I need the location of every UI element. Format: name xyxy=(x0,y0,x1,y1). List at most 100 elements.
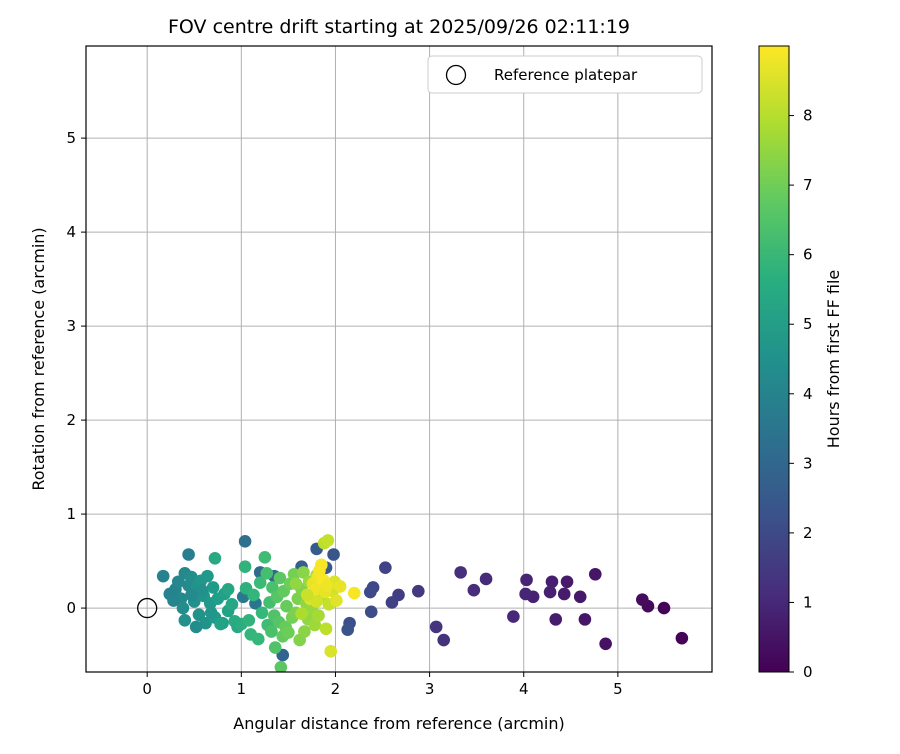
colorbar-tick-label: 2 xyxy=(803,524,813,542)
legend-marker-icon xyxy=(445,64,467,86)
data-point xyxy=(319,622,333,636)
colorbar-label: Hours from first FF file xyxy=(824,270,843,449)
data-point xyxy=(255,606,269,620)
x-tick-label: 5 xyxy=(613,680,623,698)
colorbar-tick-label: 8 xyxy=(803,107,813,125)
data-point xyxy=(214,617,227,631)
colorbar-tick-label: 1 xyxy=(803,593,813,611)
y-tick-label: 0 xyxy=(66,599,76,617)
colorbar-tick-label: 6 xyxy=(803,246,813,264)
data-point xyxy=(167,594,180,607)
data-point xyxy=(327,548,340,561)
data-point xyxy=(251,632,265,646)
data-point xyxy=(411,584,425,598)
data-point xyxy=(324,645,338,658)
data-point xyxy=(479,572,493,586)
data-point xyxy=(176,601,190,615)
data-point xyxy=(260,567,274,580)
data-point xyxy=(315,558,328,572)
data-point xyxy=(363,585,377,599)
colorbar-tick-label: 3 xyxy=(803,454,813,472)
x-tick-label: 0 xyxy=(142,680,152,698)
legend-label: Reference platepar xyxy=(494,66,638,84)
data-point xyxy=(273,571,287,585)
grid xyxy=(86,46,712,672)
reference-marker-group xyxy=(137,597,158,619)
colorbar-gradient xyxy=(758,45,790,673)
data-point xyxy=(206,581,220,594)
data-point xyxy=(507,610,520,623)
x-tick-label: 3 xyxy=(425,680,435,698)
data-point xyxy=(573,590,587,604)
data-point xyxy=(364,605,378,619)
x-tick-label: 1 xyxy=(237,680,247,698)
data-point xyxy=(289,577,303,590)
data-point xyxy=(379,561,392,574)
chart-title: FOV centre drift starting at 2025/09/26 … xyxy=(168,16,630,38)
data-point xyxy=(208,551,222,565)
plot-frame xyxy=(85,45,713,673)
data-point xyxy=(520,573,533,587)
data-point xyxy=(171,575,185,589)
data-points xyxy=(156,534,689,672)
colorbar-ticks: 0 1 2 3 4 5 6 7 8 xyxy=(789,107,813,681)
data-point xyxy=(429,620,443,634)
data-point xyxy=(282,626,295,639)
data-point xyxy=(657,601,671,615)
data-point xyxy=(297,566,310,579)
data-point xyxy=(238,560,252,574)
data-point xyxy=(192,608,206,621)
colorbar: 0 1 2 3 4 5 6 7 8 Hours from first FF file xyxy=(758,45,843,681)
data-point xyxy=(266,581,279,594)
data-point xyxy=(258,551,272,564)
data-point xyxy=(247,588,260,602)
data-point xyxy=(385,596,399,609)
legend: Reference platepar xyxy=(427,55,703,94)
colorbar-tick-label: 7 xyxy=(803,176,813,194)
data-point xyxy=(437,633,451,647)
x-axis-ticks: 0 1 2 3 4 5 xyxy=(142,672,623,698)
data-point xyxy=(333,580,347,593)
data-point xyxy=(287,567,301,581)
y-tick-label: 1 xyxy=(66,505,76,523)
data-point xyxy=(636,593,649,606)
data-point xyxy=(274,661,288,672)
data-point xyxy=(454,566,467,579)
data-point xyxy=(221,582,235,596)
data-point xyxy=(675,631,689,645)
x-tick-label: 2 xyxy=(331,680,341,698)
y-axis-ticks: 0 1 2 3 4 5 xyxy=(66,129,86,617)
data-point xyxy=(467,583,481,597)
data-point xyxy=(519,587,532,601)
y-tick-label: 2 xyxy=(66,411,76,429)
colorbar-tick-label: 5 xyxy=(803,315,813,333)
data-point xyxy=(310,595,323,608)
data-point xyxy=(578,613,592,626)
data-point xyxy=(182,548,195,561)
data-point xyxy=(189,620,203,634)
y-axis-label: Rotation from reference (arcmin) xyxy=(29,227,48,490)
data-point xyxy=(557,587,571,601)
legend-box xyxy=(427,55,703,94)
data-point xyxy=(195,583,209,597)
x-tick-label: 4 xyxy=(519,680,529,698)
data-point xyxy=(265,625,278,638)
x-axis-label: Angular distance from reference (arcmin) xyxy=(233,714,564,733)
data-point xyxy=(238,535,252,548)
data-point xyxy=(312,609,325,622)
data-point xyxy=(253,576,267,590)
data-point xyxy=(268,641,282,654)
data-point xyxy=(295,607,308,621)
colorbar-tick-label: 4 xyxy=(803,385,813,403)
data-point xyxy=(225,598,239,611)
data-point xyxy=(242,614,256,627)
reference-platepar-marker xyxy=(137,597,158,619)
data-point xyxy=(560,575,574,589)
data-point xyxy=(588,567,602,581)
data-point xyxy=(549,613,563,626)
data-point xyxy=(300,588,314,602)
data-point xyxy=(280,599,293,613)
colorbar-tick-label: 0 xyxy=(803,663,813,681)
data-point xyxy=(185,588,198,602)
data-point xyxy=(204,606,218,620)
